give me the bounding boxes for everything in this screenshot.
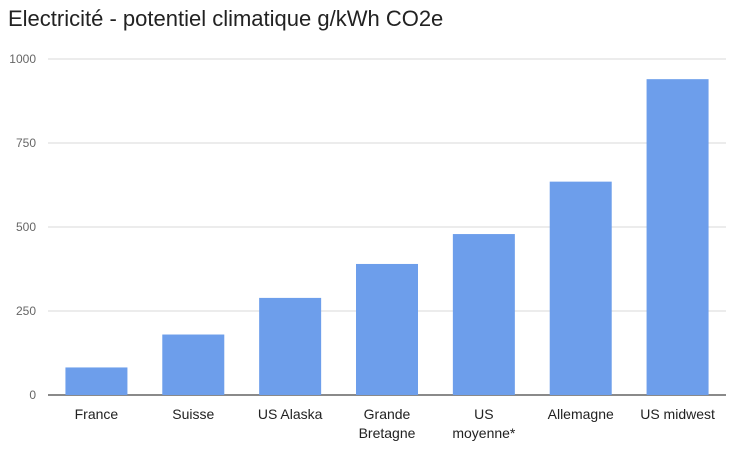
x-tick-label: moyenne* bbox=[452, 425, 516, 441]
bar bbox=[646, 79, 709, 395]
x-tick-label: US midwest bbox=[640, 406, 715, 422]
x-tick-label: Grande bbox=[364, 406, 411, 422]
bar bbox=[356, 263, 418, 395]
y-tick-label: 1000 bbox=[9, 52, 36, 66]
bar bbox=[549, 181, 612, 395]
chart-title: Electricité - potentiel climatique g/kWh… bbox=[8, 6, 443, 31]
bars bbox=[65, 79, 709, 395]
bar bbox=[452, 234, 515, 395]
y-tick-label: 750 bbox=[16, 136, 36, 150]
bar bbox=[65, 367, 128, 395]
y-tick-label: 0 bbox=[29, 388, 36, 402]
y-axis-ticks: 0 250 500 750 1000 bbox=[9, 52, 36, 402]
x-tick-label: US bbox=[474, 406, 493, 422]
x-tick-label: Allemagne bbox=[548, 406, 614, 422]
x-tick-label: France bbox=[75, 406, 119, 422]
bar bbox=[162, 334, 225, 395]
x-tick-label: US Alaska bbox=[258, 406, 323, 422]
y-tick-label: 250 bbox=[16, 304, 36, 318]
bar bbox=[259, 297, 322, 395]
y-tick-label: 500 bbox=[16, 220, 36, 234]
x-tick-label: Suisse bbox=[172, 406, 214, 422]
x-axis-labels: France Suisse US Alaska Grande Bretagne US moy… bbox=[75, 406, 715, 441]
x-tick-label: Bretagne bbox=[359, 425, 416, 441]
